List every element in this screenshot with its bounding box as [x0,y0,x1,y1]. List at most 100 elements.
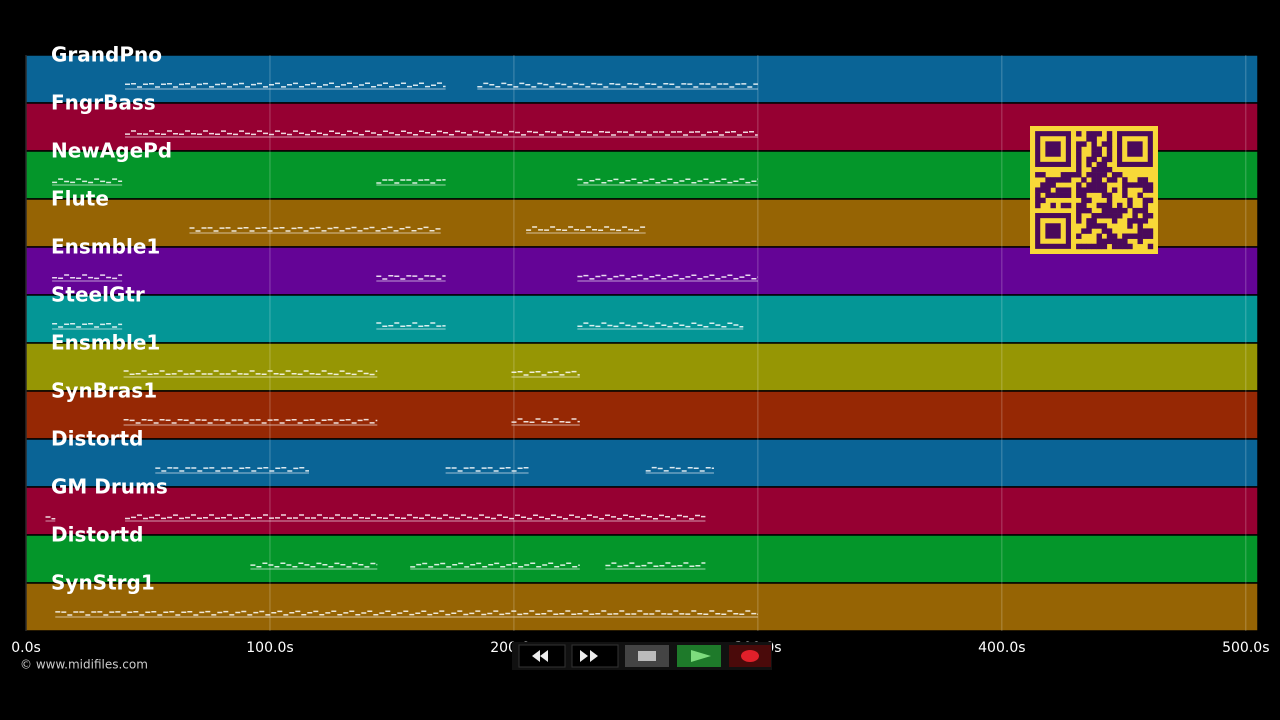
qr-module [1101,141,1108,147]
qr-module [1096,223,1102,229]
qr-module [1127,233,1133,239]
track-name: NewAgePd [51,139,172,163]
qr-module [1076,166,1082,173]
record-button[interactable] [729,645,771,667]
notes [52,322,123,328]
credit: © www.midifiles.com [20,658,148,672]
qr-module [1076,182,1082,188]
note-run [477,82,758,90]
qr-module [1091,182,1097,188]
notes [605,562,706,568]
qr-module [1035,197,1041,204]
note-run [445,466,529,474]
qr-module [1106,197,1113,204]
notes [511,418,580,424]
track-lane [25,534,1259,584]
qr-module [1091,131,1097,137]
note-run [376,179,446,186]
qr-module [1127,202,1133,209]
qr-module [1081,192,1087,198]
qr-module [1060,192,1067,198]
qr-module [1086,218,1092,224]
qr-module [1147,182,1154,188]
qr-module [1101,172,1108,178]
track-name: FngrBass [51,91,156,115]
qr-module [1081,177,1087,183]
qr-module [1096,131,1102,137]
qr-module [1122,182,1128,188]
qr-module [1040,187,1046,193]
qr-module [1086,172,1092,178]
qr-module [1076,141,1082,147]
qr-module [1086,131,1092,137]
fast-forward-button[interactable] [571,644,619,668]
notes [125,82,446,88]
notes [511,370,580,376]
qr-module [1106,202,1113,209]
notes [577,322,744,328]
qr-module [1050,177,1056,183]
qr-module [1111,172,1118,178]
notes [645,466,714,472]
note-run [52,322,123,330]
qr-module [1137,218,1143,224]
qr-module [1091,213,1097,219]
qr-module [1101,156,1108,163]
track-name: Ensmble1 [51,331,160,355]
notes [123,370,378,376]
qr-module [1076,161,1082,168]
qr-module [1127,218,1133,224]
note-run [125,82,446,90]
stop-button[interactable] [625,645,669,667]
qr-module [1106,192,1113,198]
qr-module [1101,166,1108,173]
qr-module [1122,238,1128,245]
qr-module [1091,141,1097,147]
qr-module [1035,202,1041,209]
x-tick-label: 500.0s [1222,640,1269,656]
qr-module [1117,207,1123,214]
play-button[interactable] [677,645,721,667]
qr-module [1096,238,1102,245]
qr-module [1122,187,1128,193]
qr-module [1035,172,1041,178]
qr-module [1111,207,1118,214]
notes [376,275,446,280]
qr-module [1101,243,1108,250]
track-name: SteelGtr [51,283,145,307]
qr-module [1060,177,1067,183]
qr-module [1060,202,1067,209]
qr-module [1065,202,1072,209]
qr-module [1045,192,1051,198]
qr-module [1065,187,1072,193]
rewind-button[interactable] [518,644,566,668]
qr-module [1147,233,1154,239]
qr-finder [1127,141,1143,157]
qr-module [1142,228,1149,234]
qr-module [1122,207,1128,214]
qr-module [1086,187,1092,193]
qr-module [1101,228,1108,234]
qr-module [1086,228,1092,234]
note-run [605,562,706,570]
qr-module [1111,213,1118,219]
qr-module [1076,207,1082,214]
qr-module [1096,151,1102,158]
qr-module [1101,161,1108,168]
qr-module [1086,161,1092,168]
note-run [55,610,758,618]
x-tick-label: 0.0s [11,640,41,656]
qr-module [1132,182,1138,188]
qr-module [1111,243,1118,250]
qr-module [1142,177,1149,183]
qr-module [1142,213,1149,219]
qr-module [1035,187,1041,193]
qr-code [1030,126,1158,254]
note-run [410,562,580,570]
note-run [123,370,378,378]
qr-module [1045,182,1051,188]
qr-module [1091,166,1097,173]
qr-module [1122,243,1128,250]
note-run [511,370,580,378]
qr-module [1081,141,1087,147]
